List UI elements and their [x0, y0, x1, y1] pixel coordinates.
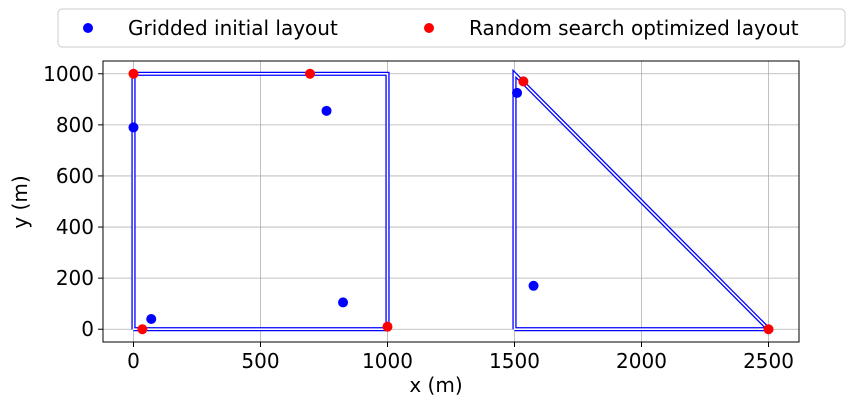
legend-frame: [57, 8, 846, 48]
optimized-point: [305, 68, 316, 79]
legend-label-gridded: Gridded initial layout: [128, 16, 338, 40]
gridded-point: [512, 87, 523, 98]
y-tick-label: 1000: [43, 62, 94, 86]
boundary-inner-0: [132, 73, 389, 331]
y-tick-label: 200: [56, 266, 94, 290]
gridded-point: [528, 280, 539, 291]
gridded-point: [128, 122, 139, 133]
gridded-point: [338, 297, 349, 308]
gridded-point: [321, 105, 332, 116]
legend-marker-gridded: [83, 23, 93, 33]
x-tick-label: 2500: [743, 349, 794, 373]
optimized-point: [382, 321, 393, 332]
y-tick-label: 800: [56, 113, 94, 137]
y-tick-label: 600: [56, 164, 94, 188]
optimized-point: [518, 76, 529, 87]
optimized-point: [128, 68, 139, 79]
x-tick-label: 1500: [489, 349, 540, 373]
y-tick-label: 400: [56, 215, 94, 239]
y-axis-label: y (m): [8, 175, 32, 228]
grid: [103, 61, 799, 342]
gridded-point: [146, 314, 157, 325]
x-tick-label: 2000: [616, 349, 667, 373]
boundary-inner-1: [513, 71, 771, 331]
x-axis-label: x (m): [409, 373, 462, 397]
data-points: [128, 68, 774, 335]
plot-frame: [102, 60, 800, 343]
x-tick-label: 0: [127, 349, 140, 373]
x-tick-label: 500: [241, 349, 279, 373]
y-tick-label: 0: [81, 317, 94, 341]
optimized-point: [763, 324, 774, 335]
optimized-point: [137, 324, 148, 335]
axis-ticks: 0 500 1000 1500 2000 2500 0 200 400 600 800 1000: [43, 62, 794, 373]
x-tick-label: 1000: [362, 349, 413, 373]
legend-label-optimized: Random search optimized layout: [469, 16, 799, 40]
legend-marker-optimized: [424, 23, 434, 33]
farm-boundaries: [131, 68, 774, 332]
legend: Gridded initial layout Random search opt…: [57, 8, 846, 48]
